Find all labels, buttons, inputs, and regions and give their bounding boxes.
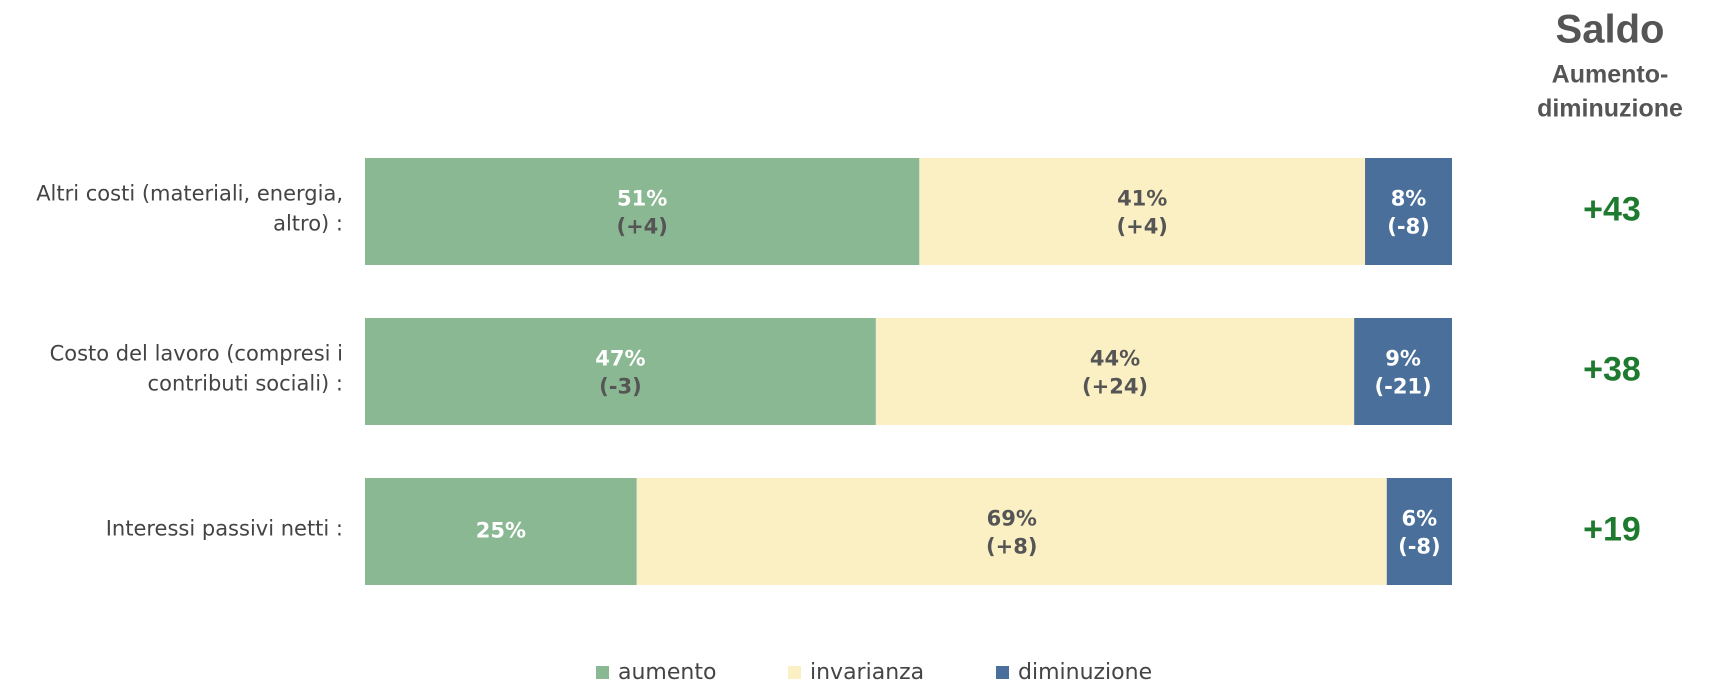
category-label: Costo del lavoro (compresi i xyxy=(50,342,343,366)
balance-value: +38 xyxy=(1583,350,1641,388)
change-label: (+4) xyxy=(616,215,667,239)
value-label: 69% xyxy=(987,507,1037,531)
value-label: 6% xyxy=(1402,507,1438,531)
balance-value: +43 xyxy=(1583,190,1641,228)
legend-swatch xyxy=(788,666,801,679)
category-label: altro) : xyxy=(273,212,343,236)
legend-label: aumento xyxy=(618,660,716,684)
value-label: 47% xyxy=(595,347,645,371)
bar-segment xyxy=(365,318,876,425)
change-label: (+8) xyxy=(986,535,1037,559)
bar-segment xyxy=(636,478,1387,585)
category-label: contributi sociali) : xyxy=(148,372,343,396)
change-label: (+4) xyxy=(1117,215,1168,239)
balance-title: Saldo xyxy=(1556,8,1665,52)
bar-segment xyxy=(365,478,637,585)
change-label: (-8) xyxy=(1398,535,1441,559)
bar-segment xyxy=(919,158,1366,265)
value-label: 51% xyxy=(617,187,667,211)
bar-segment xyxy=(875,318,1355,425)
value-label: 8% xyxy=(1391,187,1427,211)
legend-swatch xyxy=(596,666,609,679)
change-label: (-21) xyxy=(1375,375,1432,399)
legend-swatch xyxy=(996,666,1009,679)
balance-subtitle: Aumento- xyxy=(1552,61,1669,89)
bar-segment xyxy=(1386,478,1452,585)
change-label: (+24) xyxy=(1082,375,1148,399)
value-label: 9% xyxy=(1385,347,1421,371)
change-label: (-8) xyxy=(1387,215,1430,239)
category-label: Interessi passivi netti : xyxy=(106,517,343,541)
bar-segment xyxy=(1365,158,1452,265)
bar-segment xyxy=(365,158,920,265)
balance-subtitle: diminuzione xyxy=(1537,95,1683,123)
bar-segment xyxy=(1354,318,1452,425)
value-label: 25% xyxy=(476,519,526,543)
change-label: (-3) xyxy=(599,375,642,399)
value-label: 44% xyxy=(1090,347,1140,371)
legend-label: invarianza xyxy=(810,660,924,684)
balance-value: +19 xyxy=(1583,510,1641,548)
value-label: 41% xyxy=(1117,187,1167,211)
legend-label: diminuzione xyxy=(1018,660,1152,684)
category-label: Altri costi (materiali, energia, xyxy=(36,182,343,206)
